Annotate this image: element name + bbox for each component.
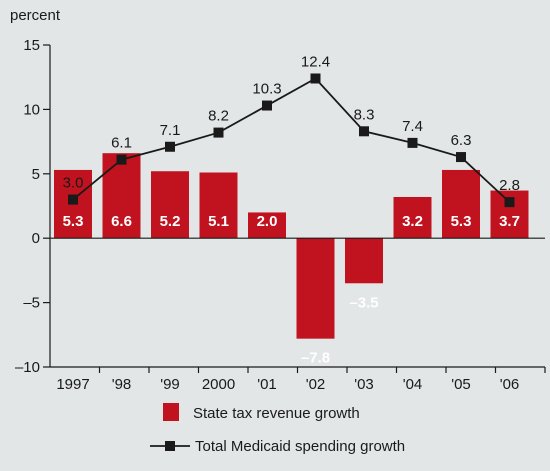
bar-label-0: 5.3 <box>63 213 84 230</box>
line-point-1 <box>116 154 127 165</box>
x-tick-label-8: '05 <box>451 376 471 393</box>
x-tick-label-9: '06 <box>500 376 520 393</box>
medicaid-line <box>72 77 511 203</box>
bar-label-1: 6.6 <box>111 213 132 230</box>
line-label-2: 7.1 <box>160 122 181 139</box>
legend: State tax revenue growth Total Medicaid s… <box>150 403 405 455</box>
line-point-2 <box>165 141 175 152</box>
plot-area: 5.3 6.6 5.2 5.1 2.0 –7.8 –3.5 3.2 5.3 3.7 15 10 5 0 –5… <box>15 37 546 393</box>
bar-label-4: 2.0 <box>257 213 278 230</box>
y-tick-label-2: 5 <box>32 166 40 183</box>
bar-label-7: 3.2 <box>402 213 423 230</box>
x-tick-label-7: '04 <box>403 376 423 393</box>
line-label-3: 8.2 <box>208 108 229 125</box>
line-label-8: 6.3 <box>451 132 472 149</box>
line-point-4 <box>262 100 272 111</box>
x-tick-label-6: '03 <box>354 376 374 393</box>
bar-4 <box>248 212 286 239</box>
x-tick-label-0: 1997 <box>56 376 89 393</box>
legend-bar-swatch <box>163 403 179 421</box>
line-point-3 <box>213 127 224 138</box>
bar-2 <box>151 171 189 239</box>
line-label-4: 10.3 <box>252 81 281 98</box>
line-point-6 <box>359 126 369 137</box>
legend-bar-label: State tax revenue growth <box>193 405 360 422</box>
line-label-5: 12.4 <box>301 53 330 70</box>
y-tick-label-1: 10 <box>23 101 40 118</box>
line-label-1: 6.1 <box>111 135 132 152</box>
line-point-7 <box>407 137 418 148</box>
bar-8 <box>442 169 480 239</box>
line-label-0: 3.0 <box>63 175 84 192</box>
bar-7 <box>393 196 432 239</box>
bar-label-2: 5.2 <box>160 213 181 230</box>
legend-line-marker <box>165 441 175 451</box>
line-point-8 <box>456 152 466 163</box>
bar-1 <box>102 153 141 239</box>
bar-label-9: 3.7 <box>499 213 520 230</box>
x-tick-label-5: '02 <box>306 376 326 393</box>
line-label-7: 7.4 <box>402 118 423 135</box>
y-tick-label-5: –10 <box>15 359 40 376</box>
bar-5 <box>296 238 335 339</box>
bar-label-5: –7.8 <box>301 350 330 367</box>
x-tick-label-2: '99 <box>160 376 180 393</box>
x-tick-label-1: '98 <box>112 376 132 393</box>
y-tick-label-3: 0 <box>32 230 40 247</box>
y-tick-label-4: –5 <box>23 295 40 312</box>
bar-3 <box>199 172 238 239</box>
bar-label-6: –3.5 <box>349 294 378 311</box>
bar-label-3: 5.1 <box>208 213 229 230</box>
line-point-0 <box>68 194 78 205</box>
unit-label: percent <box>10 7 61 24</box>
line-label-6: 8.3 <box>354 106 375 123</box>
x-tick-label-4: '01 <box>257 376 277 393</box>
y-tick-label-0: 15 <box>23 37 40 54</box>
legend-line-label: Total Medicaid spending growth <box>195 438 405 455</box>
line-point-5 <box>310 73 321 84</box>
bar-label-8: 5.3 <box>451 213 472 230</box>
x-tick-label-3: 2000 <box>202 376 235 393</box>
line-point-9 <box>504 197 515 208</box>
bar-6 <box>345 238 383 284</box>
line-label-9: 2.8 <box>499 177 520 194</box>
